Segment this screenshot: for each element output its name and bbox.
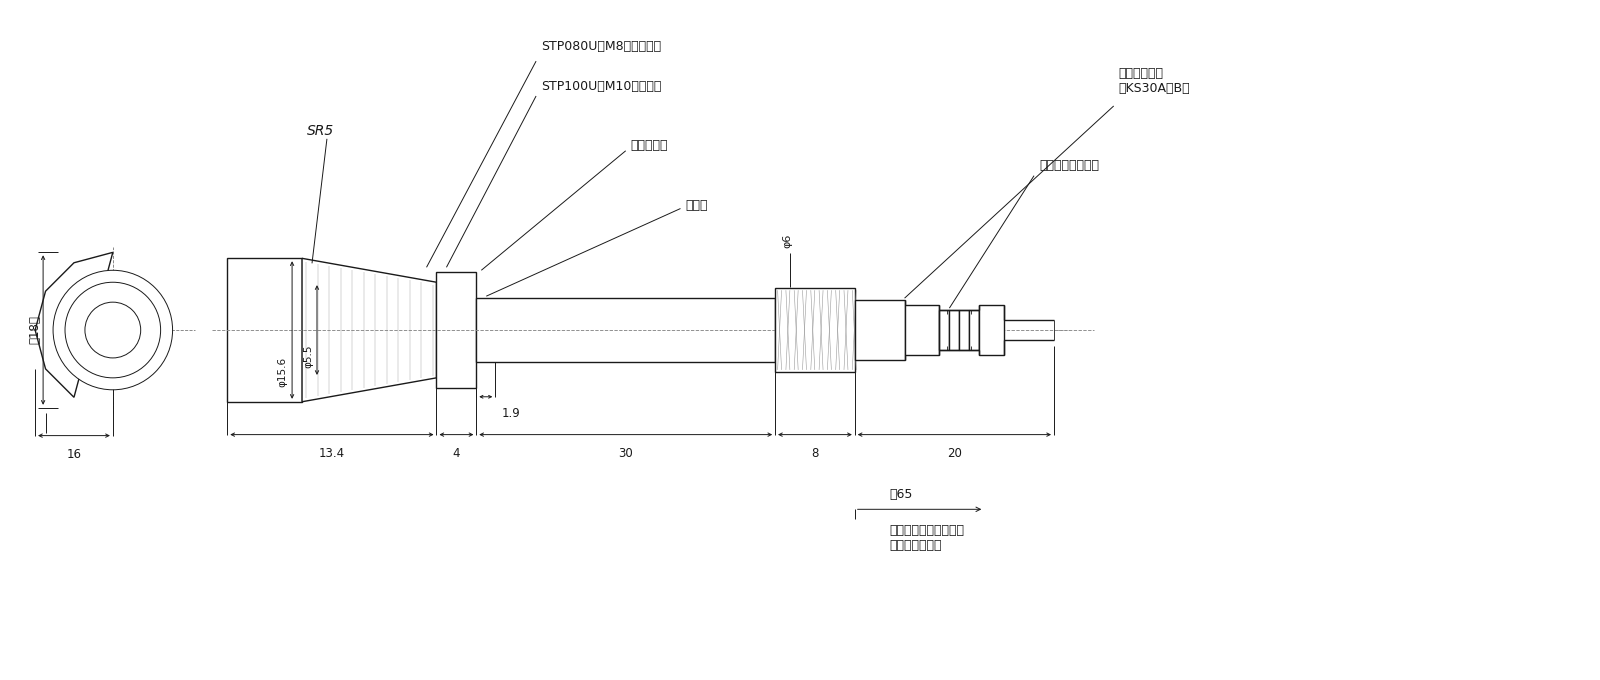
Text: φ5.5: φ5.5 [302,344,314,368]
Bar [904,305,939,355]
Text: STP080U：M8　（並目）: STP080U：M8 （並目） [541,39,661,53]
Bar [979,305,1005,355]
Text: SR5: SR5 [307,124,334,138]
Polygon shape [35,252,114,397]
Text: カートリッジ
（KS30A／B）: カートリッジ （KS30A／B） [1118,67,1190,95]
Text: （18）: （18） [29,316,42,345]
Bar [970,310,979,350]
Circle shape [66,282,160,378]
Bar [854,300,904,360]
Text: 1.9: 1.9 [502,407,520,420]
Text: STP100U：M10（並目）: STP100U：M10（並目） [541,80,661,92]
Bar [437,272,477,388]
Bar [774,288,854,372]
Polygon shape [302,258,437,402]
Bar [477,298,774,362]
Bar [949,310,960,350]
Circle shape [85,302,141,358]
Text: φ15.6: φ15.6 [277,357,286,387]
Bar [939,310,949,350]
Text: 靖65: 靖65 [890,488,914,501]
Text: 8: 8 [811,447,819,460]
Text: 4: 4 [453,447,461,460]
Text: ブーツ保護: ブーツ保護 [630,139,669,152]
Bar [960,310,970,350]
Circle shape [53,270,173,390]
Text: 13.4: 13.4 [318,447,346,460]
Text: 20: 20 [947,447,962,460]
Text: スキマ: スキマ [685,199,707,212]
Text: φ6: φ6 [782,234,792,248]
Bar [227,258,302,402]
Text: 16: 16 [67,447,82,460]
Text: カートリッジ取外しに
要するスペース: カートリッジ取外しに 要するスペース [890,524,965,552]
Text: 30: 30 [618,447,634,460]
Text: コードプロテクタ: コードプロテクタ [1038,159,1099,172]
